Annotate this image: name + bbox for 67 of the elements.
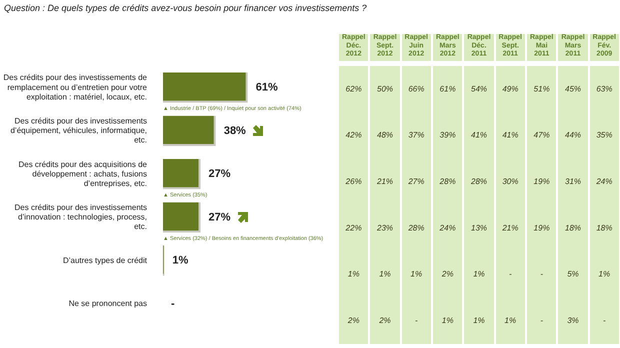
data-label: 3% bbox=[567, 316, 579, 326]
data-label: 49% bbox=[502, 84, 518, 94]
data-label: 23% bbox=[376, 223, 394, 232]
data-label: 47% bbox=[534, 130, 550, 140]
data-label: 39% bbox=[440, 130, 456, 140]
data-label: 2% bbox=[378, 316, 391, 326]
data-label: 1% bbox=[473, 270, 485, 279]
data-label: 48% bbox=[376, 130, 394, 140]
data-label: 24% bbox=[595, 177, 612, 186]
data-label: 27% bbox=[208, 168, 231, 180]
y-tick-label: Des crédits pour des investissements de remplacement ou d’entretien pour votre exploitation : matériel, locaux, etc. bbox=[3, 73, 148, 102]
data-label: 44% bbox=[564, 130, 582, 140]
data-label: 13% bbox=[470, 223, 488, 232]
y-tick-label: Des crédits pour des investissements d’équipement, véhicules, informatique, etc. bbox=[10, 116, 147, 145]
data-label: 24% bbox=[438, 223, 456, 232]
data-label: 18% bbox=[596, 223, 612, 232]
data-label: 18% bbox=[564, 223, 582, 232]
data-label: 30% bbox=[502, 177, 518, 186]
text: - bbox=[508, 270, 512, 279]
text: - bbox=[414, 316, 418, 326]
data-label: 61% bbox=[440, 84, 456, 94]
data-label: 51% bbox=[534, 84, 550, 94]
text: - bbox=[602, 316, 606, 326]
data-label: 27% bbox=[208, 211, 231, 224]
data-label: 45% bbox=[564, 84, 582, 94]
y-tick-label: Des crédits pour des acquisitions de développement : achats, fusions d’entreprises, etc. bbox=[18, 160, 148, 188]
data-label: 22% bbox=[344, 223, 362, 232]
data-label: 2% bbox=[440, 270, 454, 279]
data-label: 41% bbox=[470, 130, 488, 140]
data-label: 1% bbox=[598, 270, 610, 279]
text: - bbox=[540, 270, 544, 279]
data-label: 28% bbox=[407, 223, 424, 232]
data-label: 62% bbox=[346, 84, 362, 94]
data-label: 31% bbox=[564, 177, 582, 186]
data-label: 54% bbox=[470, 84, 488, 94]
data-label: 5% bbox=[567, 270, 579, 279]
data-label: 28% bbox=[470, 177, 488, 186]
data-label: 19% bbox=[534, 223, 550, 232]
data-label: 1% bbox=[379, 270, 391, 279]
data-label: 1% bbox=[172, 254, 189, 267]
data-label: 21% bbox=[501, 223, 518, 232]
data-label: 35% bbox=[596, 130, 612, 140]
data-label: 1% bbox=[473, 316, 485, 326]
data-label: 27% bbox=[407, 177, 424, 186]
data-label: 2% bbox=[346, 316, 360, 326]
data-label: 61% bbox=[256, 82, 278, 94]
data-label: 1% bbox=[504, 316, 516, 326]
data-label: 1% bbox=[442, 316, 454, 326]
data-label: 26% bbox=[344, 177, 362, 186]
data-label: 63% bbox=[596, 84, 612, 94]
y-tick-label: Des crédits pour des investissements d’innovation : technologies, process, etc. bbox=[14, 203, 147, 232]
text: - bbox=[171, 298, 175, 310]
data-label: 21% bbox=[376, 177, 394, 186]
y-tick-label: D’autres types de crédit bbox=[62, 256, 148, 265]
data-label: 50% bbox=[376, 84, 394, 94]
text: - bbox=[540, 316, 544, 326]
data-label: 37% bbox=[408, 130, 424, 140]
data-label: 38% bbox=[224, 124, 246, 137]
data-label: 1% bbox=[410, 270, 422, 279]
data-label: 41% bbox=[502, 130, 518, 140]
data-label: 66% bbox=[408, 84, 424, 94]
y-tick-label: Ne se prononcent pas bbox=[68, 299, 147, 308]
chart-title: Question : De quels types de crédits avez-vous besoin pour financer vos investissements ? bbox=[4, 3, 367, 13]
data-label: 28% bbox=[438, 177, 456, 186]
data-label: 19% bbox=[534, 177, 550, 186]
data-label: 1% bbox=[348, 270, 360, 279]
data-label: 42% bbox=[346, 130, 362, 140]
